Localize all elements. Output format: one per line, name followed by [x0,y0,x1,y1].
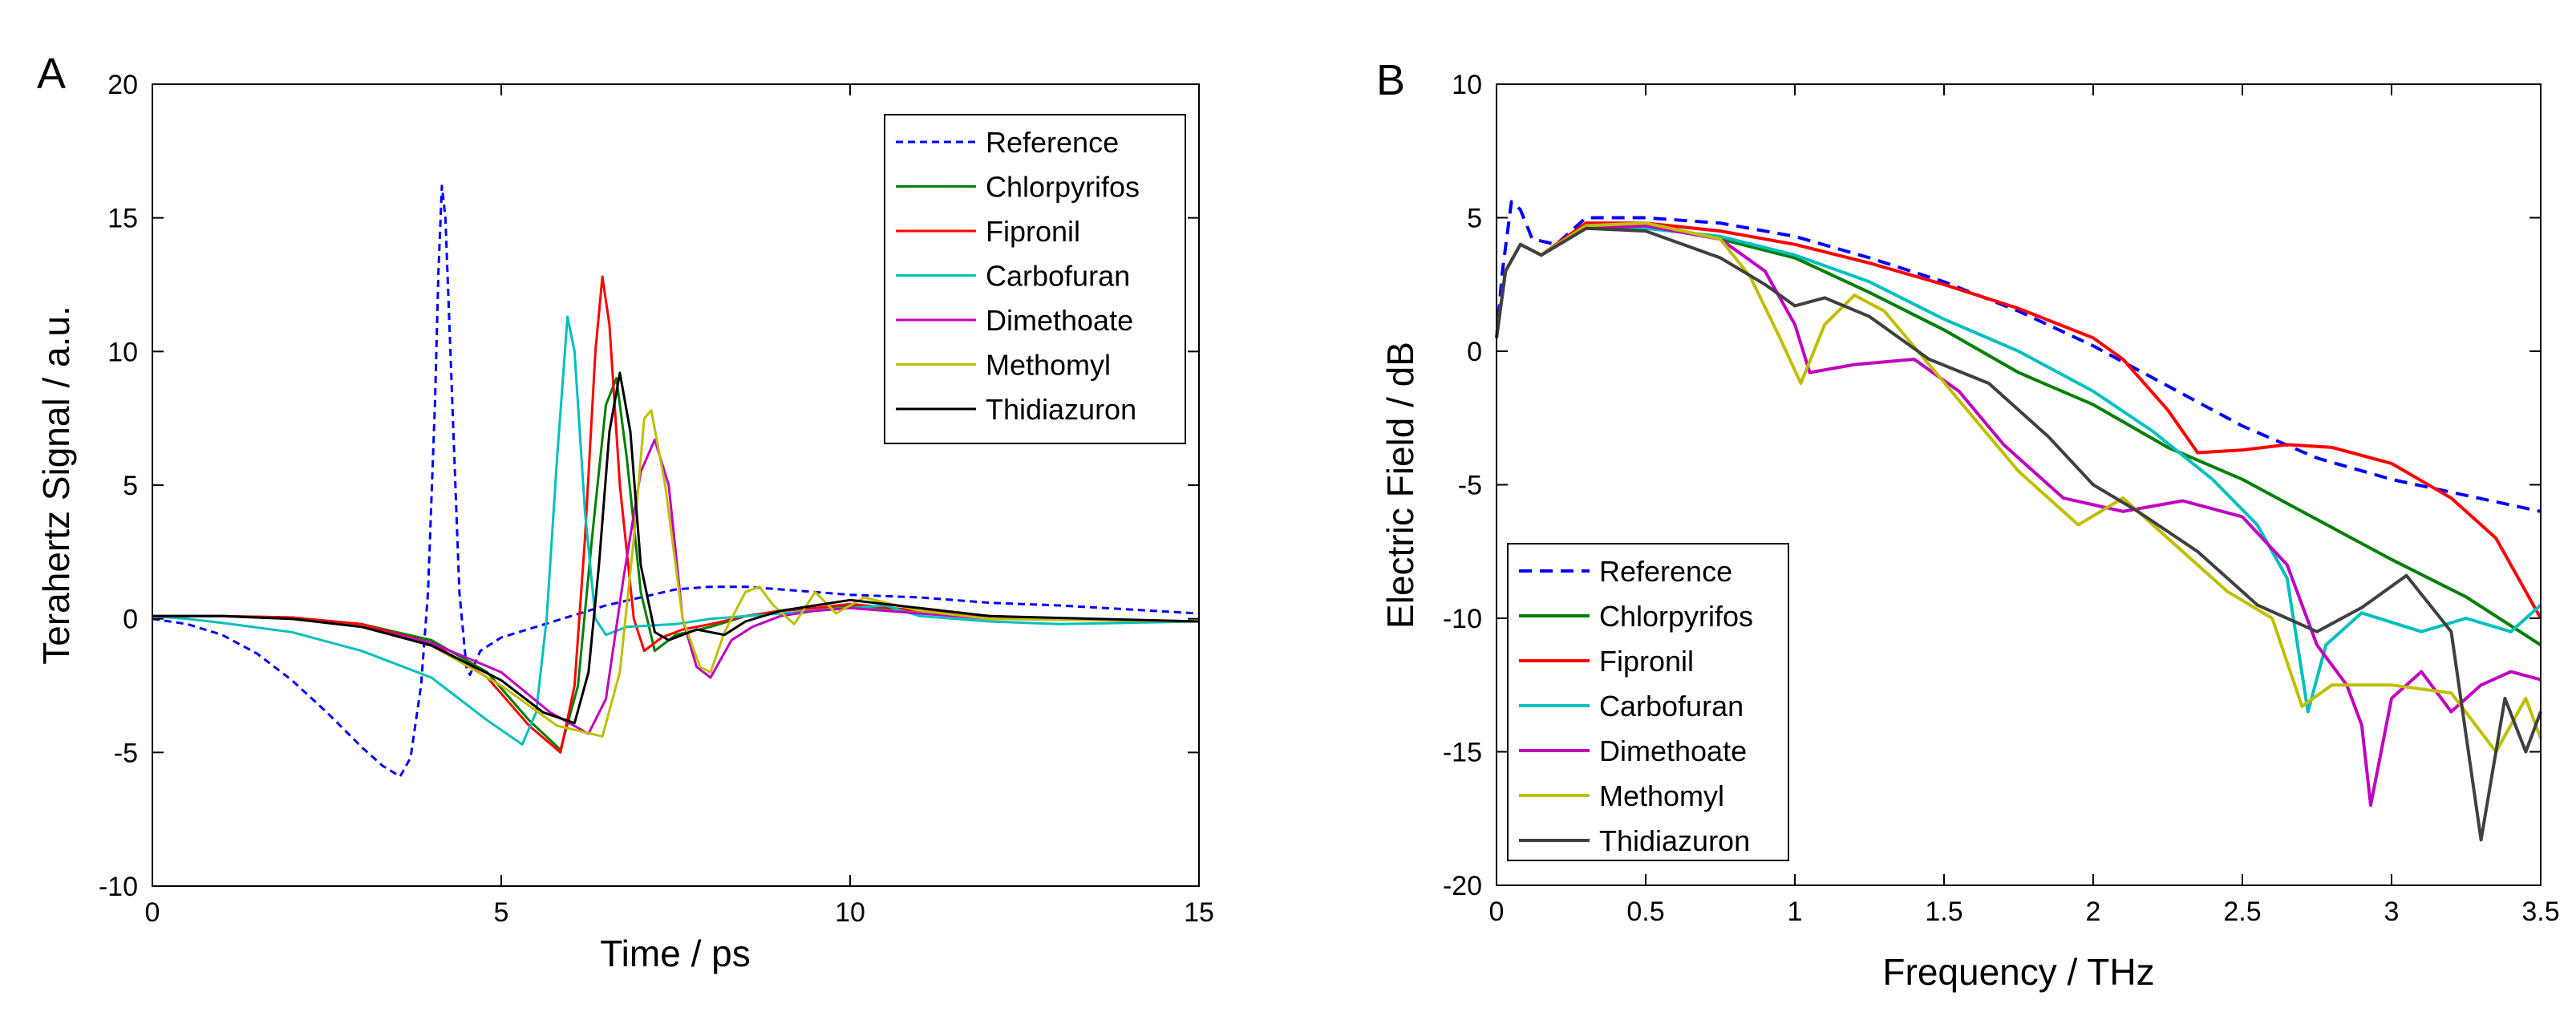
panel-b-x-axis-label: Frequency / THz [1882,951,2154,993]
panel-a: A 0 5 10 15 -10 -5 0 5 10 15 20 Time / ps Terahert… [35,50,1214,974]
panel-a-legend-label-carbofuran: Carbofuran [986,260,1130,293]
panel-b-y-tick-label: -10 [1443,604,1482,634]
panel-a-legend: Reference Chlorpyrifos Fipronil Carbofuran D… [884,114,1186,444]
panel-b-series-methomyl-line [1495,221,2542,754]
panel-b-legend-label-chlorpyrifos: Chlorpyrifos [1599,600,1753,633]
panel-a-legend-label-thidiazuron: Thidiazuron [986,393,1136,426]
panel-a-y-axis-label: Terahertz Signal / a.u. [35,306,77,664]
panel-b-x-tick-label: 3.5 [2521,897,2559,927]
panel-a-legend-box [884,114,1186,444]
panel-b-y-tick-label: 10 [1452,70,1482,100]
panel-b-label: B [1376,56,1405,104]
panel-b-y-tick-label: 5 [1467,204,1482,234]
panel-a-label: A [37,50,66,98]
panel-a-y-tick-label: -5 [114,738,138,768]
panel-b-series-dimethoate-line [1495,224,2542,808]
panel-b-y-axis-label: Electric Field / dB [1379,342,1421,629]
panel-a-x-tick-label: 5 [494,897,509,928]
panel-a-y-tick-label: 15 [107,204,138,234]
panel-a-x-tick-label: 10 [835,897,865,928]
panel-b-series-thidiazuron-line [1495,226,2542,842]
panel-b-x-tick-label: 0.5 [1626,897,1664,927]
panel-b-x-tick-label: 1.5 [1925,897,1962,927]
panel-b-y-tick-label: -5 [1458,471,1482,501]
panel-b-legend: Reference Chlorpyrifos Fipronil Carbofuran D… [1507,543,1789,861]
panel-b-series-reference-line [1495,200,2542,513]
panel-b-y-tick-label: -20 [1443,871,1482,901]
panel-b-legend-label-fipronil: Fipronil [1599,645,1694,678]
panel-a-y-tick-label: -10 [99,872,138,902]
panel-a-y-tick-label: 5 [123,471,138,501]
panel-b-x-tick-label: 2 [2086,897,2101,927]
panel-a-y-tick-label: 20 [107,70,138,100]
panel-a-legend-label-fipronil: Fipronil [986,215,1080,248]
panel-a-series-methomyl-line [152,409,1200,738]
panel-b-x-tick-label: 2.5 [2223,897,2261,927]
panel-a-legend-label-reference: Reference [986,126,1119,159]
panel-b-x-tick-label: 0 [1489,897,1505,927]
panel-a-x-tick-label: 15 [1184,897,1214,928]
panel-a-series-carbofuran-line [152,315,1200,746]
panel-b-legend-box [1507,543,1789,861]
panel-b-legend-label-thidiazuron: Thidiazuron [1599,824,1750,857]
panel-a-x-tick-label: 0 [145,897,160,928]
panel-b-y-tick-label: 0 [1467,337,1482,367]
panel-a-legend-label-chlorpyrifos: Chlorpyrifos [986,171,1140,204]
panel-a-x-axis-label: Time / ps [600,933,750,974]
panel-a-legend-label-methomyl: Methomyl [986,349,1111,382]
panel-a-y-tick-label: 10 [107,337,138,367]
panel-b-legend-label-dimethoate: Dimethoate [1599,735,1747,767]
panel-b-x-tick-label: 1 [1788,897,1803,927]
panel-b-legend-label-reference: Reference [1599,555,1732,588]
panel-a-legend-label-dimethoate: Dimethoate [986,304,1133,337]
panel-b-y-tick-label: -15 [1443,738,1482,768]
panel-a-y-tick-label: 0 [123,605,138,635]
panel-b-legend-label-carbofuran: Carbofuran [1599,690,1744,723]
panel-b: B 0 0.5 1 1.5 2 2.5 3 3.5 -20 -15 -10 -5 0 5 10 Freque… [1376,56,2560,993]
panel-a-series-thidiazuron-line [152,371,1200,725]
panel-b-x-tick-label: 3 [2384,897,2400,927]
panel-b-legend-label-methomyl: Methomyl [1599,779,1724,812]
